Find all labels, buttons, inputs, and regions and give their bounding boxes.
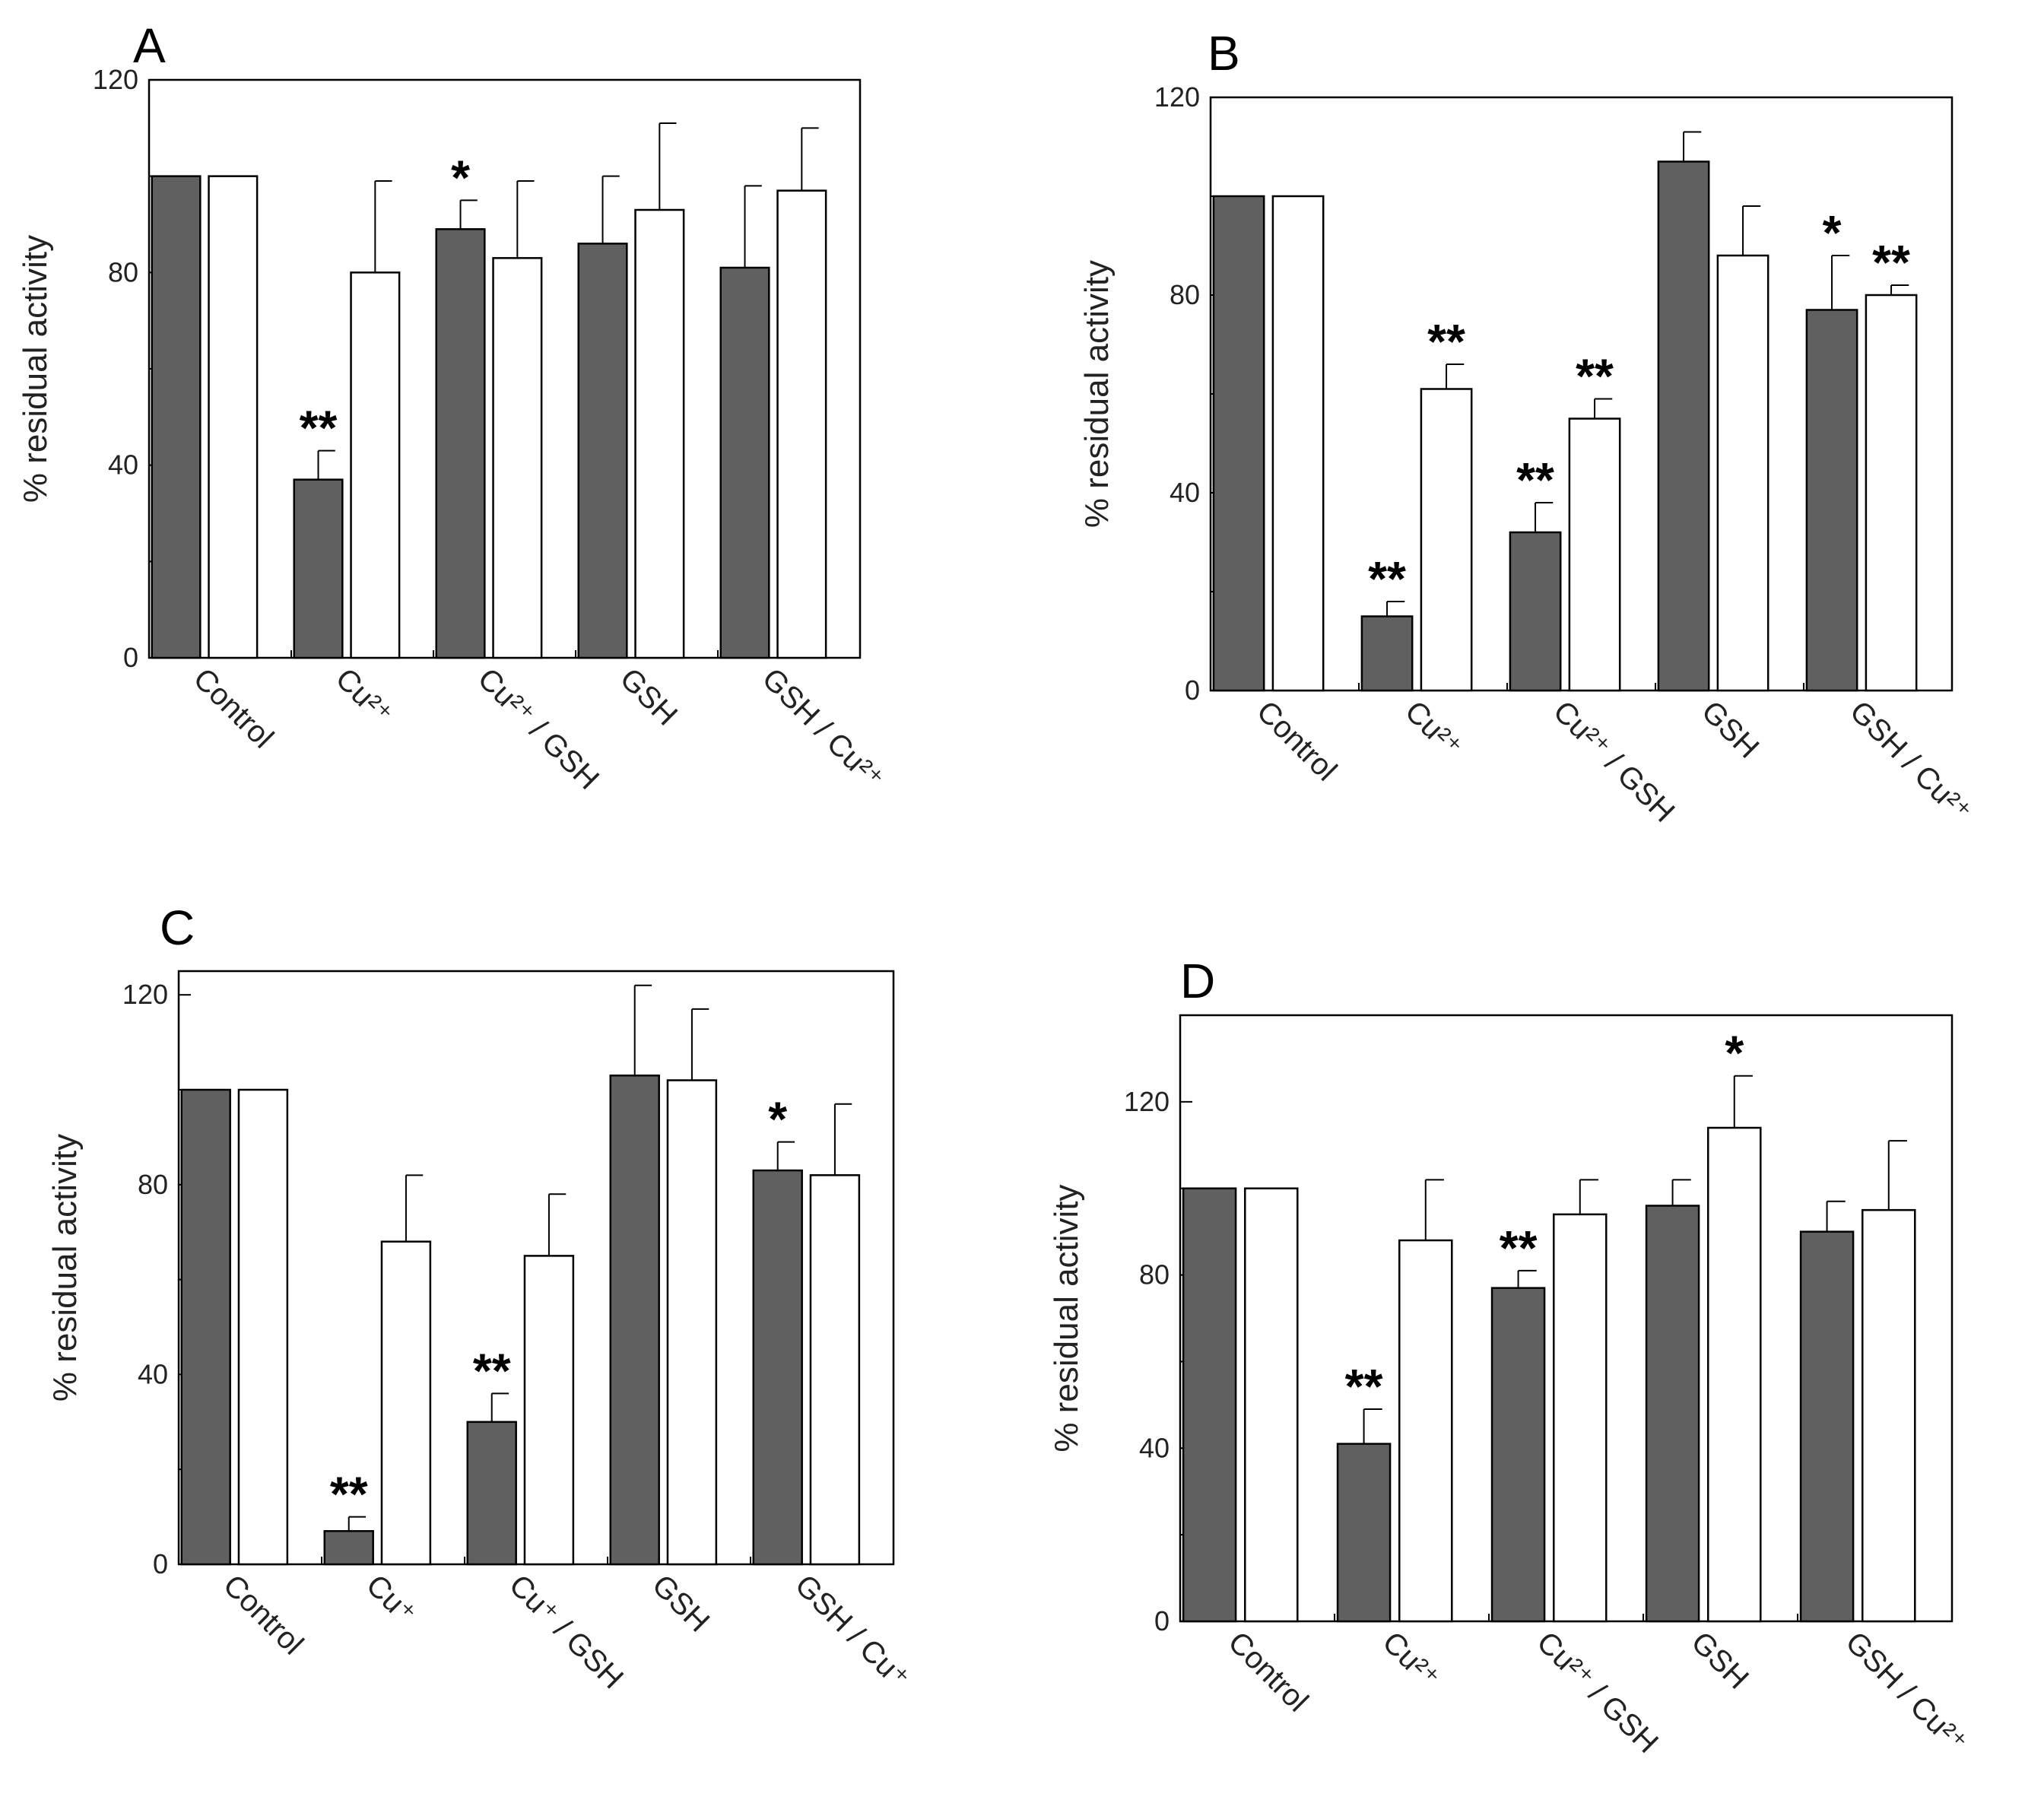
y-tick-label: 40 [1139, 1432, 1170, 1463]
bar-open-1 [1398, 1239, 1453, 1623]
bar-open-4 [809, 1174, 861, 1566]
bar-open-2 [523, 1255, 575, 1566]
bar-open-1 [350, 271, 401, 659]
bar-filled-1 [1360, 615, 1414, 692]
panel-label: C [160, 900, 195, 955]
bar-filled-0 [151, 175, 202, 659]
significance-marker: ** [1516, 452, 1554, 507]
y-tick-label: 40 [108, 449, 138, 481]
bar-open-4 [1865, 294, 1918, 692]
significance-marker: ** [1576, 349, 1614, 404]
bar-open-0 [208, 175, 259, 659]
bar-filled-4 [1805, 309, 1858, 692]
bar-open-3 [1707, 1126, 1762, 1623]
significance-marker: * [1823, 205, 1842, 260]
y-tick-label: 0 [1154, 1605, 1170, 1637]
bar-open-1 [1420, 388, 1473, 692]
y-axis-label: % residual activity [17, 235, 54, 503]
bar-filled-0 [1182, 1187, 1237, 1623]
y-axis-label: % residual activity [1078, 260, 1116, 528]
bar-filled-2 [1490, 1287, 1546, 1623]
bar-open-3 [666, 1079, 718, 1566]
y-tick-label: 0 [153, 1548, 168, 1579]
y-tick-label: 0 [123, 642, 138, 673]
bar-filled-0 [1212, 195, 1265, 692]
bar-filled-1 [323, 1530, 374, 1566]
bar-filled-2 [1509, 531, 1562, 692]
y-tick-label: 120 [1124, 1086, 1170, 1117]
y-tick-label: 80 [108, 256, 138, 287]
y-tick-label: 80 [138, 1169, 168, 1200]
y-tick-label: 80 [1170, 279, 1200, 310]
bar-filled-4 [752, 1169, 803, 1566]
significance-marker: * [451, 150, 470, 205]
bar-open-1 [380, 1240, 432, 1566]
panel-label: B [1208, 26, 1240, 81]
y-tick-label: 120 [1154, 81, 1200, 113]
y-tick-label: 120 [122, 979, 168, 1010]
significance-marker: ** [300, 401, 338, 456]
bar-filled-2 [435, 228, 486, 659]
y-tick-label: 40 [1170, 477, 1200, 508]
bar-filled-2 [466, 1421, 517, 1566]
bar-open-4 [1862, 1208, 1916, 1623]
bar-filled-0 [180, 1088, 231, 1566]
bar-open-0 [1244, 1187, 1299, 1623]
panel-label: A [133, 18, 166, 73]
bar-filled-4 [1799, 1230, 1855, 1623]
bar-filled-3 [1645, 1205, 1700, 1623]
bar-filled-1 [1336, 1443, 1392, 1623]
bar-open-0 [1271, 195, 1325, 692]
significance-marker: ** [1500, 1221, 1538, 1275]
y-tick-label: 120 [93, 64, 138, 95]
y-tick-label: 80 [1139, 1259, 1170, 1291]
y-tick-label: 40 [138, 1358, 168, 1389]
bar-open-3 [1716, 254, 1769, 692]
significance-marker: ** [1345, 1359, 1383, 1414]
bar-filled-1 [293, 478, 344, 659]
bar-open-3 [634, 208, 685, 659]
significance-marker: ** [330, 1467, 368, 1522]
y-axis-label: % residual activity [1048, 1184, 1085, 1452]
bar-open-4 [776, 189, 827, 659]
bar-filled-3 [609, 1075, 660, 1566]
significance-marker: ** [1872, 235, 1910, 290]
significance-marker: * [768, 1092, 787, 1147]
y-axis-label: % residual activity [46, 1134, 84, 1402]
bar-open-2 [1568, 417, 1621, 692]
panel-label: D [1180, 954, 1215, 1008]
bar-filled-3 [1657, 160, 1710, 692]
y-tick-label: 0 [1185, 675, 1200, 706]
significance-marker: ** [1368, 551, 1406, 606]
significance-marker: ** [1427, 314, 1465, 369]
significance-marker: ** [473, 1343, 511, 1398]
bar-open-2 [1553, 1213, 1608, 1623]
significance-marker: * [1725, 1026, 1744, 1081]
bar-filled-3 [577, 243, 628, 659]
bar-open-2 [492, 257, 543, 659]
bar-open-0 [237, 1088, 289, 1566]
bar-filled-4 [719, 266, 770, 659]
